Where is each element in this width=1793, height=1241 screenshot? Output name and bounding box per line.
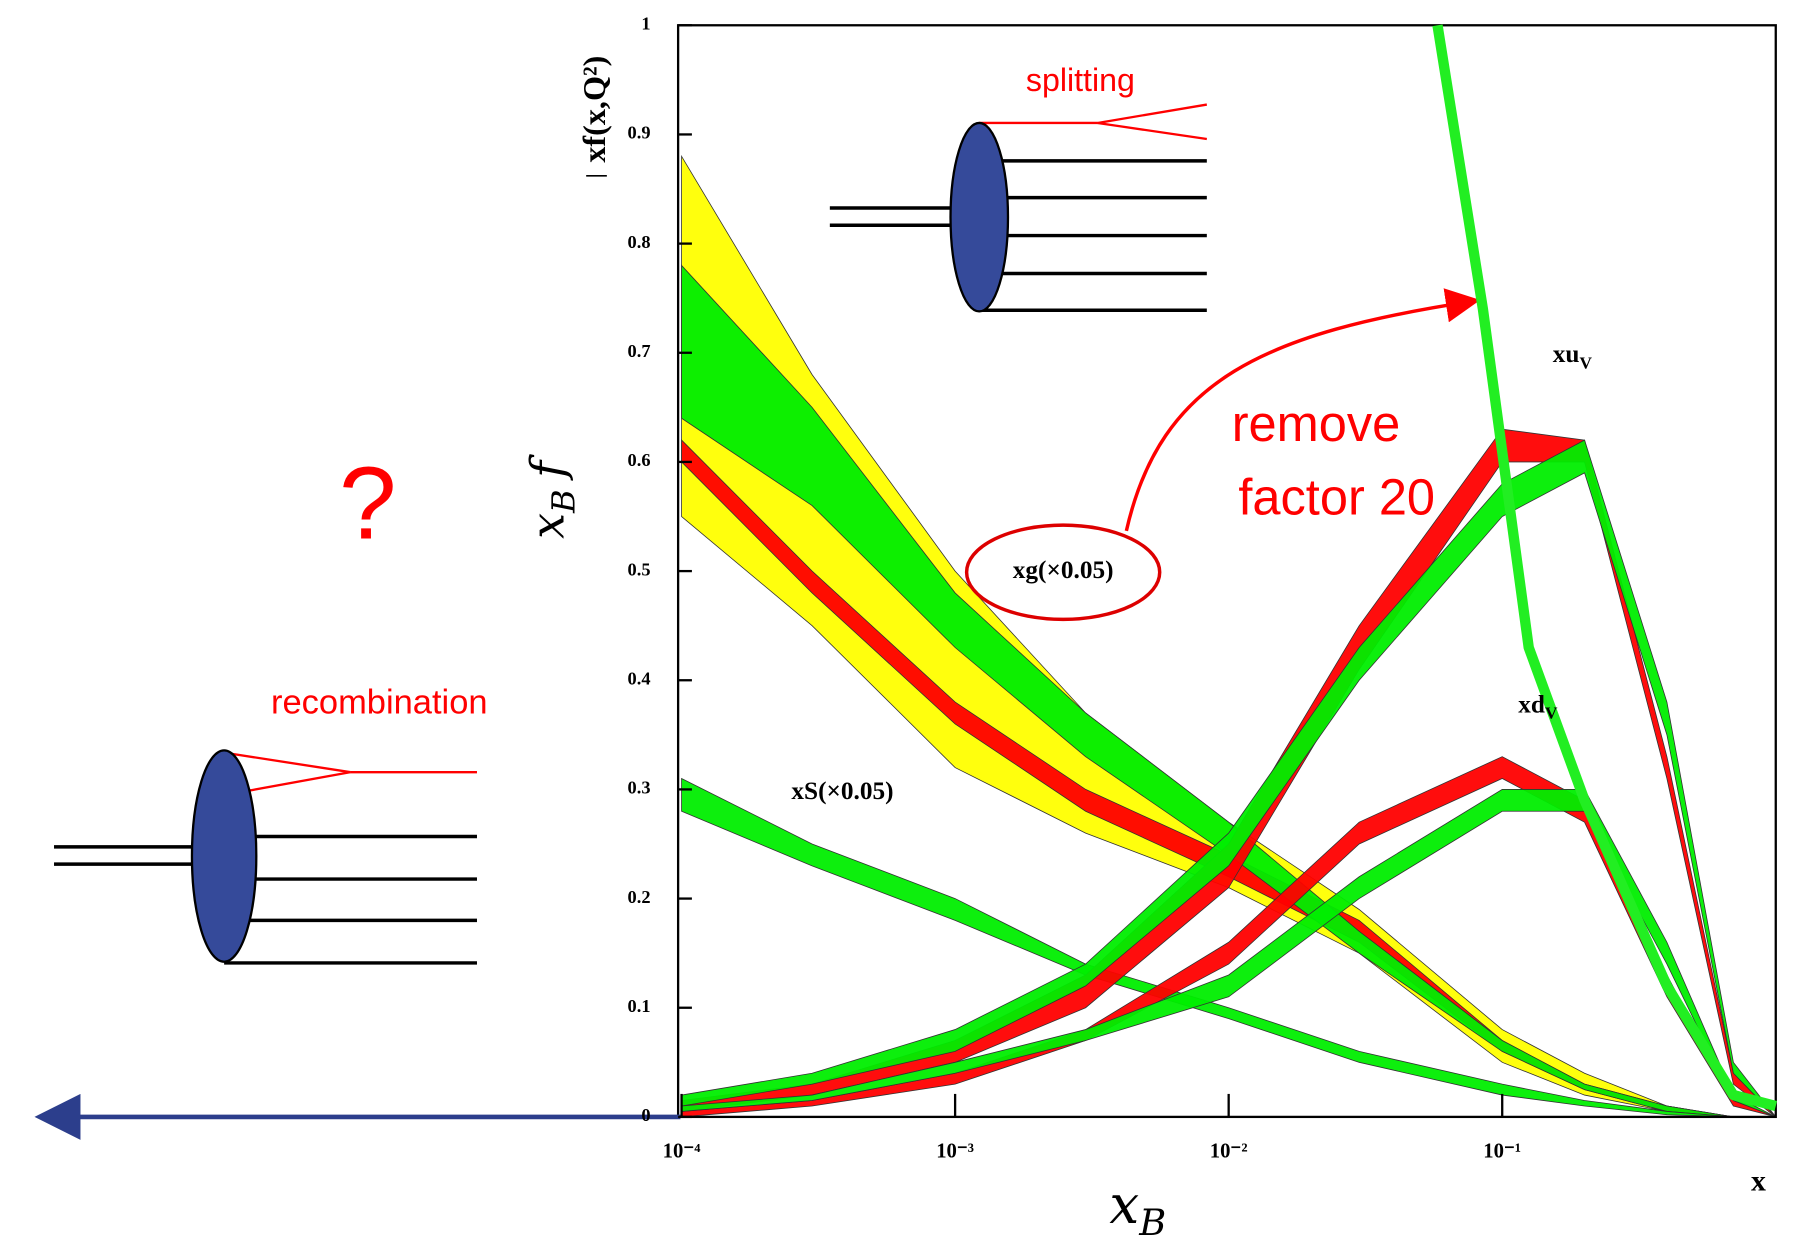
- y-math-sub: B: [544, 489, 582, 514]
- overlay-line: [1432, 24, 1778, 1111]
- y-math-suffix: f: [521, 454, 575, 481]
- question-mark: ?: [339, 445, 397, 561]
- annotation-arrow: [1124, 288, 1481, 532]
- y-tick-label: 0.6: [628, 450, 651, 470]
- y-tick-label: 1: [641, 13, 650, 33]
- series-name: xu: [1553, 340, 1580, 368]
- band: [681, 756, 1776, 1118]
- y-tick-label: 0.5: [628, 559, 651, 579]
- y-tick-label: 0.3: [628, 778, 651, 798]
- x-math-sub: B: [1138, 1200, 1166, 1241]
- factor-label: factor 20: [1238, 468, 1435, 525]
- series-label: xg(×0.05): [1013, 556, 1114, 584]
- y-tick-label: 0.4: [628, 668, 651, 688]
- splitting-diagram: [829, 103, 1208, 313]
- y-tick-label: 0.7: [628, 341, 651, 361]
- y-math-label: xBf: [521, 454, 582, 539]
- series-name: xd: [1518, 690, 1545, 718]
- recombination-label: recombination: [271, 683, 488, 721]
- x-math-base: x: [1109, 1174, 1139, 1235]
- remove-label: remove: [1232, 395, 1401, 452]
- splitting-label: splitting: [1026, 62, 1135, 98]
- band: [681, 789, 1776, 1118]
- series-label: xS(×0.05): [791, 777, 893, 805]
- x-tick-label: 10⁻⁴: [663, 1140, 701, 1162]
- series-label: xuV: [1553, 340, 1593, 372]
- series-label: xdV: [1518, 690, 1558, 722]
- series-subscript: V: [1579, 353, 1592, 372]
- plot-area: [681, 154, 1777, 1118]
- x-math-label: xB: [1109, 1174, 1166, 1241]
- series-name: xg(×0.05): [1013, 556, 1114, 584]
- y-tick-label: 0.2: [628, 887, 651, 907]
- series-subscript: V: [1545, 704, 1558, 723]
- y-axis-label: xf(x,Q²): [576, 56, 612, 163]
- x-tick-label: 10⁻²: [1210, 1140, 1248, 1162]
- x-axis-label: x: [1751, 1164, 1766, 1197]
- band: [681, 439, 1777, 1118]
- y-tick-label: 0.9: [628, 123, 651, 143]
- highlight-circle: [964, 523, 1162, 622]
- recombination-diagram: [54, 749, 477, 965]
- y-math-base: x: [521, 513, 575, 539]
- y-tick-label: 0: [641, 1105, 650, 1125]
- y-tick-label: 0.1: [628, 996, 651, 1016]
- band: [681, 154, 1776, 1118]
- x-tick-label: 10⁻³: [936, 1140, 974, 1162]
- series-name: xS(×0.05): [791, 777, 893, 805]
- y-tick-label: 0.8: [628, 232, 651, 252]
- x-tick-label: 10⁻¹: [1483, 1140, 1521, 1162]
